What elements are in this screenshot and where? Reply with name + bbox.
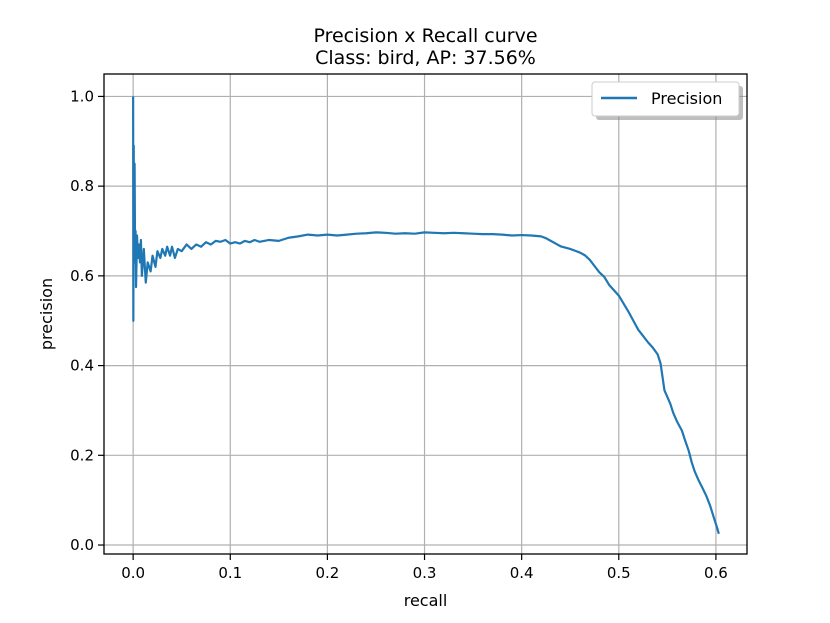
y-axis-label: precision	[37, 278, 56, 350]
x-tick-label: 0.3	[413, 564, 437, 582]
y-tick-label: 0.0	[70, 536, 94, 554]
x-tick-label: 0.0	[121, 564, 145, 582]
y-tick-label: 0.8	[70, 177, 94, 195]
x-tick-label: 0.6	[704, 564, 728, 582]
y-tick-label: 0.2	[70, 446, 94, 464]
legend: Precision	[591, 81, 743, 120]
x-axis-label: recall	[404, 591, 448, 610]
chart-title: Precision x Recall curve	[313, 25, 537, 47]
y-axis-ticks: 0.0 0.2 0.4 0.6 0.8 1.0	[70, 87, 104, 554]
x-axis-ticks: 0.0 0.1 0.2 0.3 0.4 0.5 0.6	[121, 554, 728, 582]
grid	[104, 74, 747, 554]
x-tick-label: 0.5	[607, 564, 631, 582]
legend-box	[591, 81, 740, 117]
chart-subtitle: Class: bird, AP: 37.56%	[315, 47, 536, 69]
y-tick-label: 1.0	[70, 87, 94, 105]
y-tick-label: 0.6	[70, 267, 94, 285]
series-line-precision	[132, 96, 720, 535]
legend-label: Precision	[651, 89, 722, 108]
x-tick-label: 0.2	[315, 564, 339, 582]
x-tick-label: 0.1	[218, 564, 242, 582]
x-tick-label: 0.4	[510, 564, 534, 582]
series-layer	[132, 96, 720, 535]
y-tick-label: 0.4	[70, 357, 94, 375]
plot-frame	[103, 73, 748, 555]
